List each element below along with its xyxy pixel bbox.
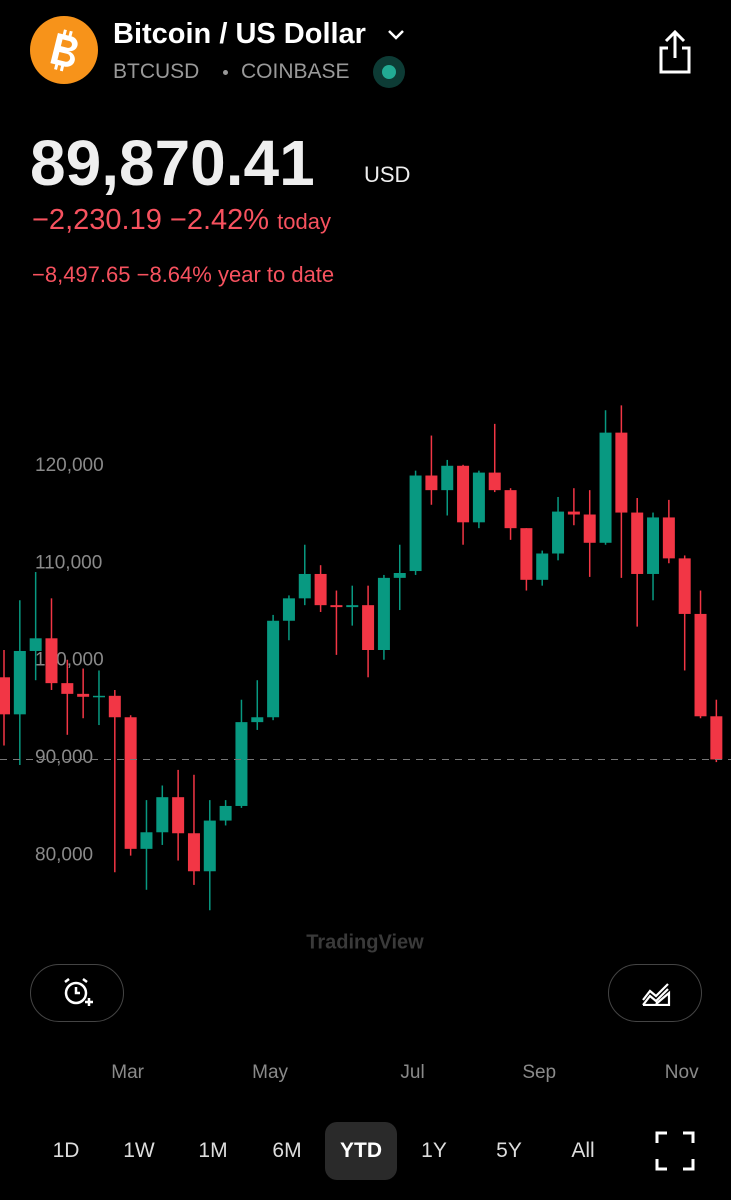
change: −8,497.65 xyxy=(32,262,131,287)
candle-body xyxy=(314,573,327,606)
percent: −8.64% xyxy=(136,262,212,287)
candle-body xyxy=(282,598,295,621)
candle-body xyxy=(251,717,264,723)
candle-body xyxy=(694,613,707,717)
x-tick-label: Jul xyxy=(400,1062,424,1083)
range-button[interactable]: 1W xyxy=(123,1139,155,1162)
candle-body xyxy=(678,558,691,614)
range-button[interactable]: 1Y xyxy=(421,1139,447,1162)
bitcoin-logo xyxy=(30,16,98,84)
range-button[interactable]: 5Y xyxy=(496,1139,522,1162)
change: −2,230.19 xyxy=(32,204,162,236)
candle-body xyxy=(187,833,200,872)
candle-body xyxy=(45,638,58,684)
candle-body xyxy=(156,797,169,833)
candle-body xyxy=(409,475,422,572)
candle-body xyxy=(662,517,675,559)
candle-body xyxy=(377,577,390,650)
candle-body xyxy=(567,511,580,515)
candle-body xyxy=(140,832,153,849)
separator-dot xyxy=(223,70,228,75)
y-tick-label: 120,000 xyxy=(35,455,104,476)
indicators-button[interactable] xyxy=(608,964,702,1022)
x-tick-label: Nov xyxy=(665,1062,699,1083)
candle-body xyxy=(647,517,660,574)
candle-body xyxy=(0,677,10,715)
candle-body xyxy=(172,797,185,834)
currency: USD xyxy=(364,162,411,187)
price: 89,870.41 xyxy=(30,127,315,199)
x-tick-label: Mar xyxy=(111,1062,144,1083)
exchange: COINBASE xyxy=(241,60,350,83)
candle-body xyxy=(61,683,74,694)
candle-body xyxy=(298,573,311,599)
candle-body xyxy=(472,472,485,523)
candle-body xyxy=(536,553,549,580)
candle-body xyxy=(583,514,596,543)
candle-body xyxy=(108,695,121,718)
candle-body xyxy=(615,432,628,513)
candle-body xyxy=(29,638,42,651)
y-tick-label: 90,000 xyxy=(35,747,93,768)
candle-body xyxy=(219,805,232,821)
range-button[interactable]: 6M xyxy=(272,1139,302,1162)
range-button[interactable]: 1M xyxy=(198,1139,228,1162)
period: today xyxy=(277,209,331,234)
share-button[interactable] xyxy=(654,28,696,76)
candle-body xyxy=(488,472,501,491)
fullscreen-button[interactable] xyxy=(655,1131,695,1171)
y-tick-label: 80,000 xyxy=(35,845,93,866)
candle-body xyxy=(92,695,105,698)
dropdown-chevron[interactable] xyxy=(387,28,405,42)
alert-button[interactable] xyxy=(30,964,124,1022)
period: year to date xyxy=(217,262,335,287)
candle-body xyxy=(346,605,359,608)
candle-body xyxy=(393,572,406,578)
x-tick-label: Sep xyxy=(522,1062,556,1083)
candle-body xyxy=(13,650,26,715)
candle-body xyxy=(203,820,216,872)
candle-body xyxy=(520,528,533,580)
x-tick-label: May xyxy=(252,1062,288,1083)
symbol-title[interactable]: Bitcoin / US Dollar xyxy=(113,18,366,50)
y-tick-label: 100,000 xyxy=(35,650,104,671)
indicator-icon xyxy=(642,983,671,1006)
percent: −2.42% xyxy=(169,204,270,236)
candle-body xyxy=(631,512,644,574)
today-change: −2,230.19 −2.42% today xyxy=(32,204,331,237)
range-button[interactable]: 1D xyxy=(52,1139,80,1162)
range-button[interactable]: YTD xyxy=(325,1122,397,1180)
candle-body xyxy=(267,620,280,718)
candle-body xyxy=(77,693,90,697)
y-tick-label: 110,000 xyxy=(35,552,102,573)
candle-body xyxy=(457,465,470,523)
candle-body xyxy=(599,432,612,543)
range-button[interactable]: All xyxy=(571,1139,595,1162)
market-status xyxy=(373,56,405,88)
candle-body xyxy=(124,717,137,849)
watermark: TradingView xyxy=(306,931,424,953)
candle-body xyxy=(710,716,723,760)
candle-body xyxy=(362,605,375,650)
candle-body xyxy=(504,490,517,529)
ticker: BTCUSD xyxy=(113,60,200,83)
alarm-icon xyxy=(64,978,93,1006)
candle-body xyxy=(441,465,454,491)
candle-body xyxy=(425,475,438,491)
candle-body xyxy=(330,605,343,608)
ytd-change: −8,497.65 −8.64% year to date xyxy=(32,262,334,288)
candle-body xyxy=(235,722,248,806)
candle-body xyxy=(552,511,565,554)
